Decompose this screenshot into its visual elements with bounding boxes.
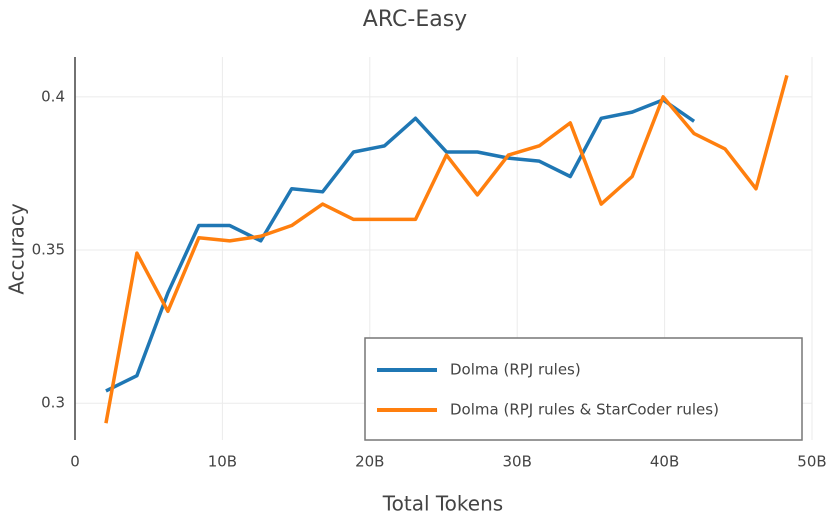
x-tick-label: 10B xyxy=(208,453,237,471)
legend-label: Dolma (RPJ rules) xyxy=(450,361,581,379)
data-line xyxy=(105,98,696,393)
y-tick-label: 0.3 xyxy=(41,394,65,412)
x-axis-title: Total Tokens xyxy=(382,492,503,516)
x-tick-label: 20B xyxy=(355,453,384,471)
y-tick-label: 0.35 xyxy=(32,241,65,259)
y-axis-title: Accuracy xyxy=(5,203,29,294)
x-tick-label: 50B xyxy=(797,453,826,471)
legend-box xyxy=(364,337,803,441)
x-tick-label: 30B xyxy=(503,453,532,471)
data-line xyxy=(104,74,789,424)
legend-label: Dolma (RPJ rules & StarCoder rules) xyxy=(450,401,719,419)
chart-title: ARC-Easy xyxy=(363,7,467,32)
y-tick-label: 0.4 xyxy=(41,87,65,105)
x-tick-label: 40B xyxy=(650,453,679,471)
x-tick-label: 0 xyxy=(70,453,80,471)
